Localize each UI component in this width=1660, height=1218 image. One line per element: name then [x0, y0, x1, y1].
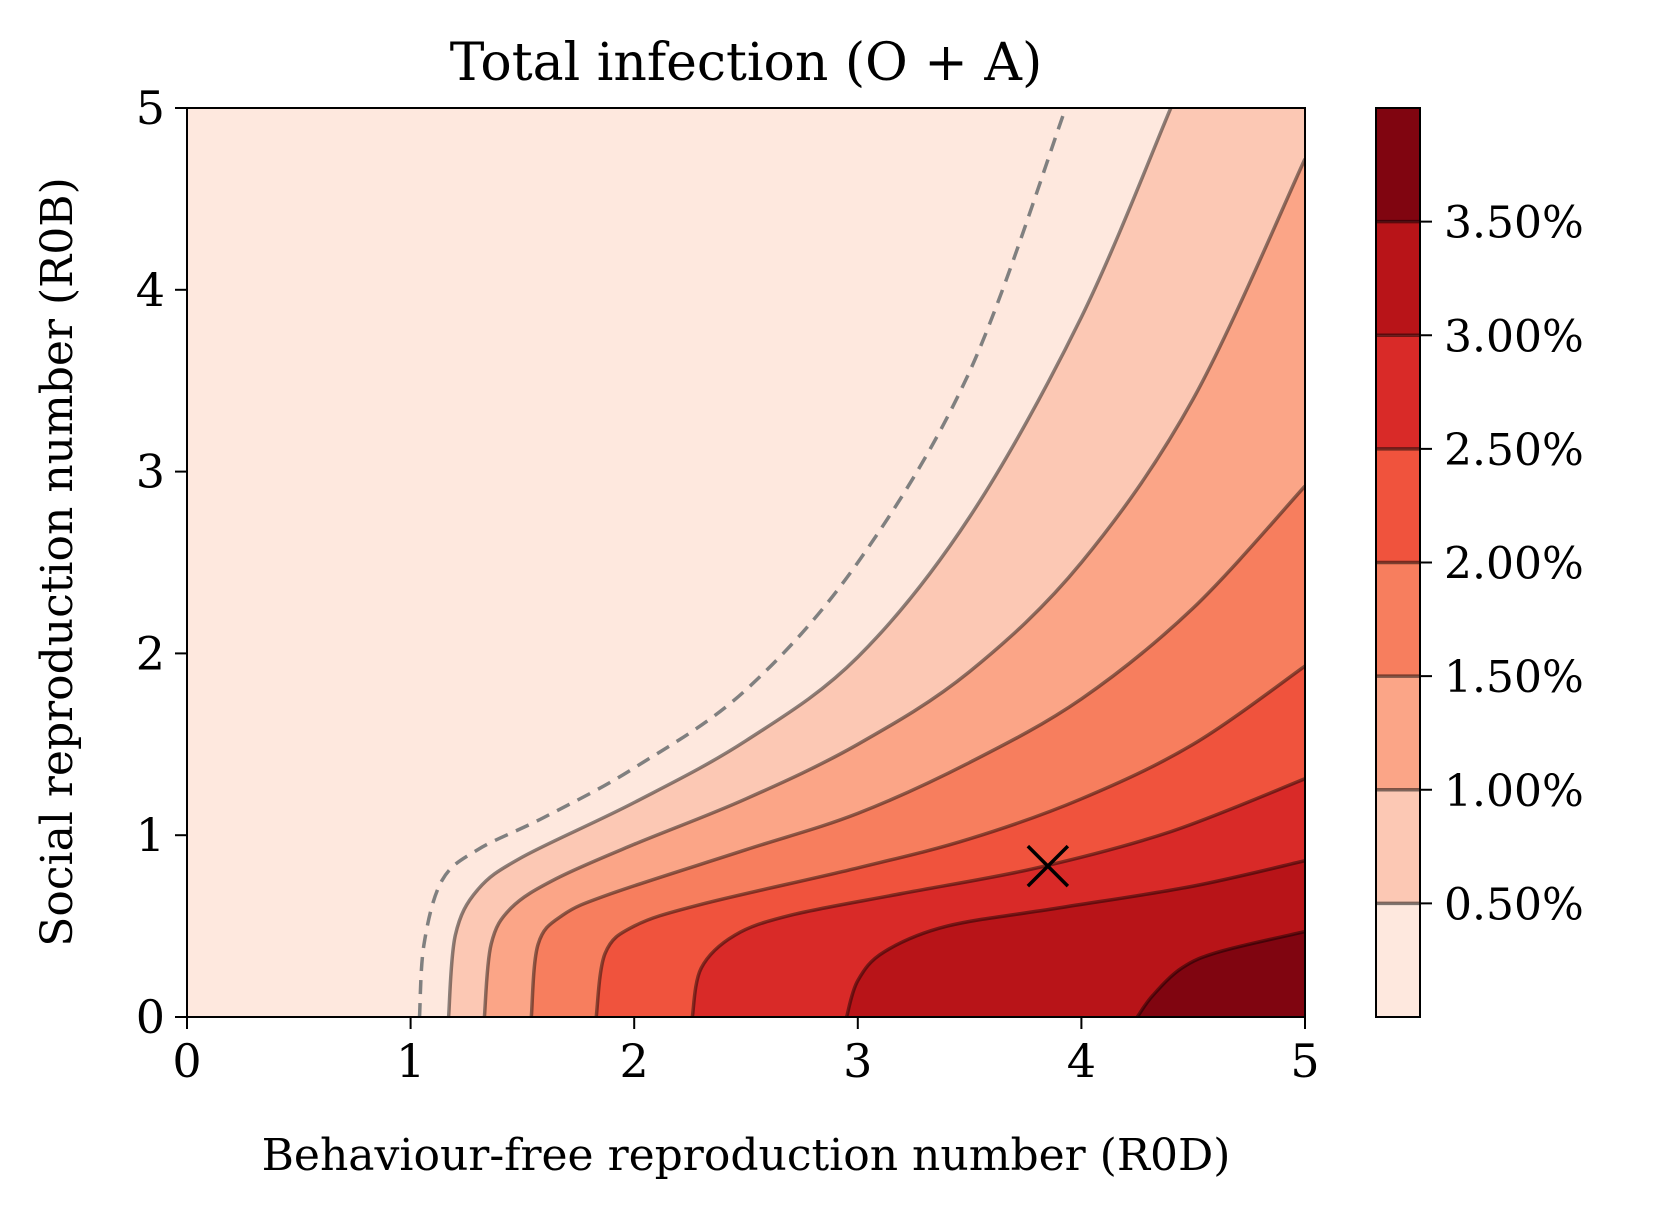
y-tick-label: 2 [136, 626, 165, 680]
colorbar-tick-label: 2.00% [1444, 539, 1584, 590]
threshold-curve [417, 108, 1068, 1017]
colorbar-level-lines [1376, 219, 1420, 906]
threshold-layer [417, 108, 1068, 1017]
x-tick-label: 3 [843, 1034, 872, 1088]
colorbar: 0.50% 1.00% 1.50% 2.00% 2.50% 3.00% 3.50% [1375, 107, 1584, 1018]
colorbar-ticks: 0.50% 1.00% 1.50% 2.00% 2.50% 3.00% 3.50% [1420, 198, 1584, 930]
y-tick-label: 3 [136, 445, 165, 499]
x-tick-label: 1 [396, 1034, 425, 1088]
plot-frame [186, 107, 1306, 1018]
contour-line-1.50% [529, 484, 1305, 1017]
colorbar-band-7 [1376, 108, 1420, 222]
chart-title: Total infection (O + A) [450, 33, 1043, 93]
colorbar-tick-label: 1.50% [1444, 652, 1584, 703]
marker-x [1026, 844, 1070, 888]
colorbar-band-4 [1376, 448, 1420, 563]
contour-line-3.00% [844, 858, 1305, 1017]
y-tick-label: 5 [136, 81, 165, 135]
x-tick-label: 4 [1067, 1034, 1096, 1088]
contour-fill-layer [187, 108, 1305, 1017]
contour-line-layer [446, 108, 1305, 1017]
colorbar-band-3 [1376, 562, 1420, 677]
x-tick-label: 2 [620, 1034, 649, 1088]
contour-line-0.50% [446, 108, 1173, 1017]
colorbar-bands [1376, 108, 1420, 1017]
colorbar-tick-label: 1.00% [1444, 766, 1584, 817]
contour-line-2.00% [594, 664, 1305, 1017]
marker-layer [1026, 844, 1070, 888]
y-axis-label: Social reproduction number (R0B) [32, 177, 83, 947]
colorbar-tick-label: 3.50% [1444, 198, 1584, 249]
colorbar-band-0 [1376, 903, 1420, 1017]
colorbar-band-6 [1376, 221, 1420, 336]
colorbar-band-5 [1376, 335, 1420, 449]
x-tick-label: 0 [172, 1034, 201, 1088]
y-tick-label: 0 [136, 990, 165, 1044]
colorbar-band-2 [1376, 676, 1420, 790]
colorbar-tick-label: 2.50% [1444, 425, 1584, 476]
colorbar-band-1 [1376, 789, 1420, 904]
x-axis-label: Behaviour-free reproduction number (R0D) [262, 1130, 1231, 1181]
colorbar-tick-label: 0.50% [1444, 879, 1584, 930]
x-axis: 0 1 2 3 4 5 [172, 1017, 1320, 1088]
contour-band-7 [1137, 931, 1305, 1017]
contour-line-3.50% [1135, 929, 1305, 1017]
x-tick-label: 5 [1290, 1034, 1319, 1088]
contour-line-1.00% [482, 158, 1305, 1017]
colorbar-tick-label: 3.00% [1444, 311, 1584, 362]
y-axis: 0 1 2 3 4 5 [136, 81, 187, 1044]
y-tick-label: 1 [136, 808, 165, 862]
marker-stroke-b [1026, 844, 1070, 888]
plot-area [186, 107, 1306, 1018]
contour-line-2.50% [690, 777, 1305, 1017]
y-tick-label: 4 [136, 263, 165, 317]
